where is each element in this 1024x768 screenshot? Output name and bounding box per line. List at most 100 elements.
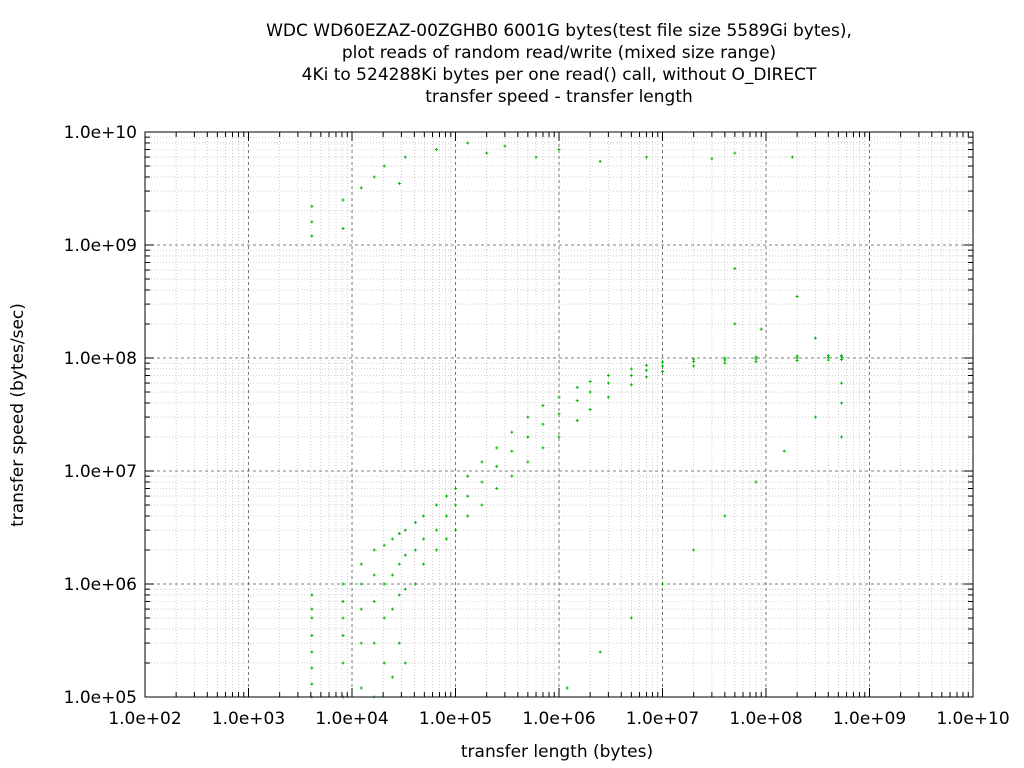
data-point — [403, 155, 407, 159]
data-point — [575, 418, 579, 422]
data-point — [445, 537, 449, 541]
data-point — [541, 446, 545, 450]
data-point — [382, 164, 386, 168]
data-point — [541, 422, 545, 426]
data-point — [606, 395, 610, 399]
data-point — [733, 151, 737, 155]
data-point — [795, 359, 799, 363]
data-point — [813, 336, 817, 340]
x-tick-labels: 1.0e+02 1.0e+03 1.0e+04 1.0e+05 1.0e+06 1.0e+… — [108, 709, 1009, 729]
data-point — [588, 408, 592, 412]
data-point — [644, 363, 648, 367]
data-point — [644, 155, 648, 159]
data-point — [454, 503, 457, 507]
data-point — [754, 360, 758, 364]
data-point — [557, 148, 561, 152]
data-points — [310, 141, 844, 699]
data-point — [372, 641, 376, 645]
data-point — [485, 151, 489, 155]
data-point — [795, 295, 799, 299]
data-point — [413, 582, 417, 586]
data-point — [790, 155, 794, 159]
data-point — [310, 666, 314, 670]
data-point — [422, 562, 426, 566]
data-point — [372, 548, 376, 552]
data-point — [422, 514, 426, 518]
data-point — [435, 528, 439, 532]
data-point — [692, 364, 696, 368]
data-point — [454, 487, 457, 491]
data-point — [390, 573, 394, 577]
y-tick-label: 1.0e+05 — [64, 688, 137, 708]
data-point — [510, 449, 514, 453]
data-point — [341, 582, 345, 586]
x-axis-title: transfer length (bytes) — [461, 742, 653, 762]
x-tick-label: 1.0e+04 — [315, 709, 388, 729]
data-point — [565, 686, 569, 690]
data-point — [606, 374, 610, 378]
data-point — [422, 537, 426, 541]
data-point — [692, 357, 696, 361]
data-point — [526, 415, 530, 419]
data-point — [445, 514, 449, 518]
data-point — [557, 435, 561, 439]
data-point — [466, 141, 470, 145]
data-point — [629, 383, 633, 387]
data-point — [397, 593, 401, 597]
data-point — [598, 650, 602, 654]
chart-title-line-3: 4Ki to 524288Ki bytes per one read() cal… — [301, 65, 817, 85]
axis-ticks — [144, 131, 974, 698]
chart-title-line-2: plot reads of random read/write (mixed s… — [341, 43, 777, 63]
data-point — [382, 543, 386, 547]
data-point — [390, 537, 394, 541]
data-point — [782, 449, 786, 453]
data-point — [840, 435, 844, 439]
data-point — [629, 374, 633, 378]
data-point — [733, 266, 737, 270]
data-point — [557, 395, 561, 399]
data-point — [526, 460, 530, 464]
y-tick-label: 1.0e+09 — [64, 236, 137, 256]
data-point — [341, 616, 345, 620]
data-point — [445, 494, 449, 498]
data-point — [310, 650, 314, 654]
data-point — [710, 157, 714, 161]
data-point — [359, 641, 363, 645]
data-point — [403, 587, 407, 591]
data-point — [359, 582, 363, 586]
data-point — [310, 593, 314, 597]
data-point — [382, 661, 386, 665]
data-point — [754, 480, 758, 484]
data-point — [588, 390, 592, 394]
x-tick-label: 1.0e+03 — [212, 709, 285, 729]
data-point — [692, 360, 696, 364]
data-point — [661, 582, 664, 586]
data-point — [840, 354, 844, 358]
data-point — [310, 204, 314, 208]
data-point — [826, 354, 830, 358]
data-point — [403, 528, 407, 532]
data-point — [310, 634, 314, 638]
data-point — [575, 385, 579, 389]
data-point — [341, 198, 345, 202]
data-point — [310, 616, 314, 620]
data-point — [372, 573, 376, 577]
y-tick-label: 1.0e+08 — [64, 349, 137, 369]
data-point — [413, 521, 417, 525]
data-point — [795, 354, 799, 358]
data-point — [598, 159, 602, 163]
data-point — [403, 661, 407, 665]
y-tick-label: 1.0e+07 — [64, 462, 137, 482]
data-point — [526, 435, 530, 439]
data-point — [840, 401, 844, 405]
data-point — [644, 368, 648, 372]
data-point — [466, 474, 470, 478]
data-point — [397, 531, 401, 535]
data-point — [661, 364, 664, 368]
x-tick-label: 1.0e+02 — [108, 709, 181, 729]
data-point — [390, 607, 394, 611]
data-point — [397, 641, 401, 645]
data-point — [310, 682, 314, 686]
data-point — [310, 607, 314, 611]
